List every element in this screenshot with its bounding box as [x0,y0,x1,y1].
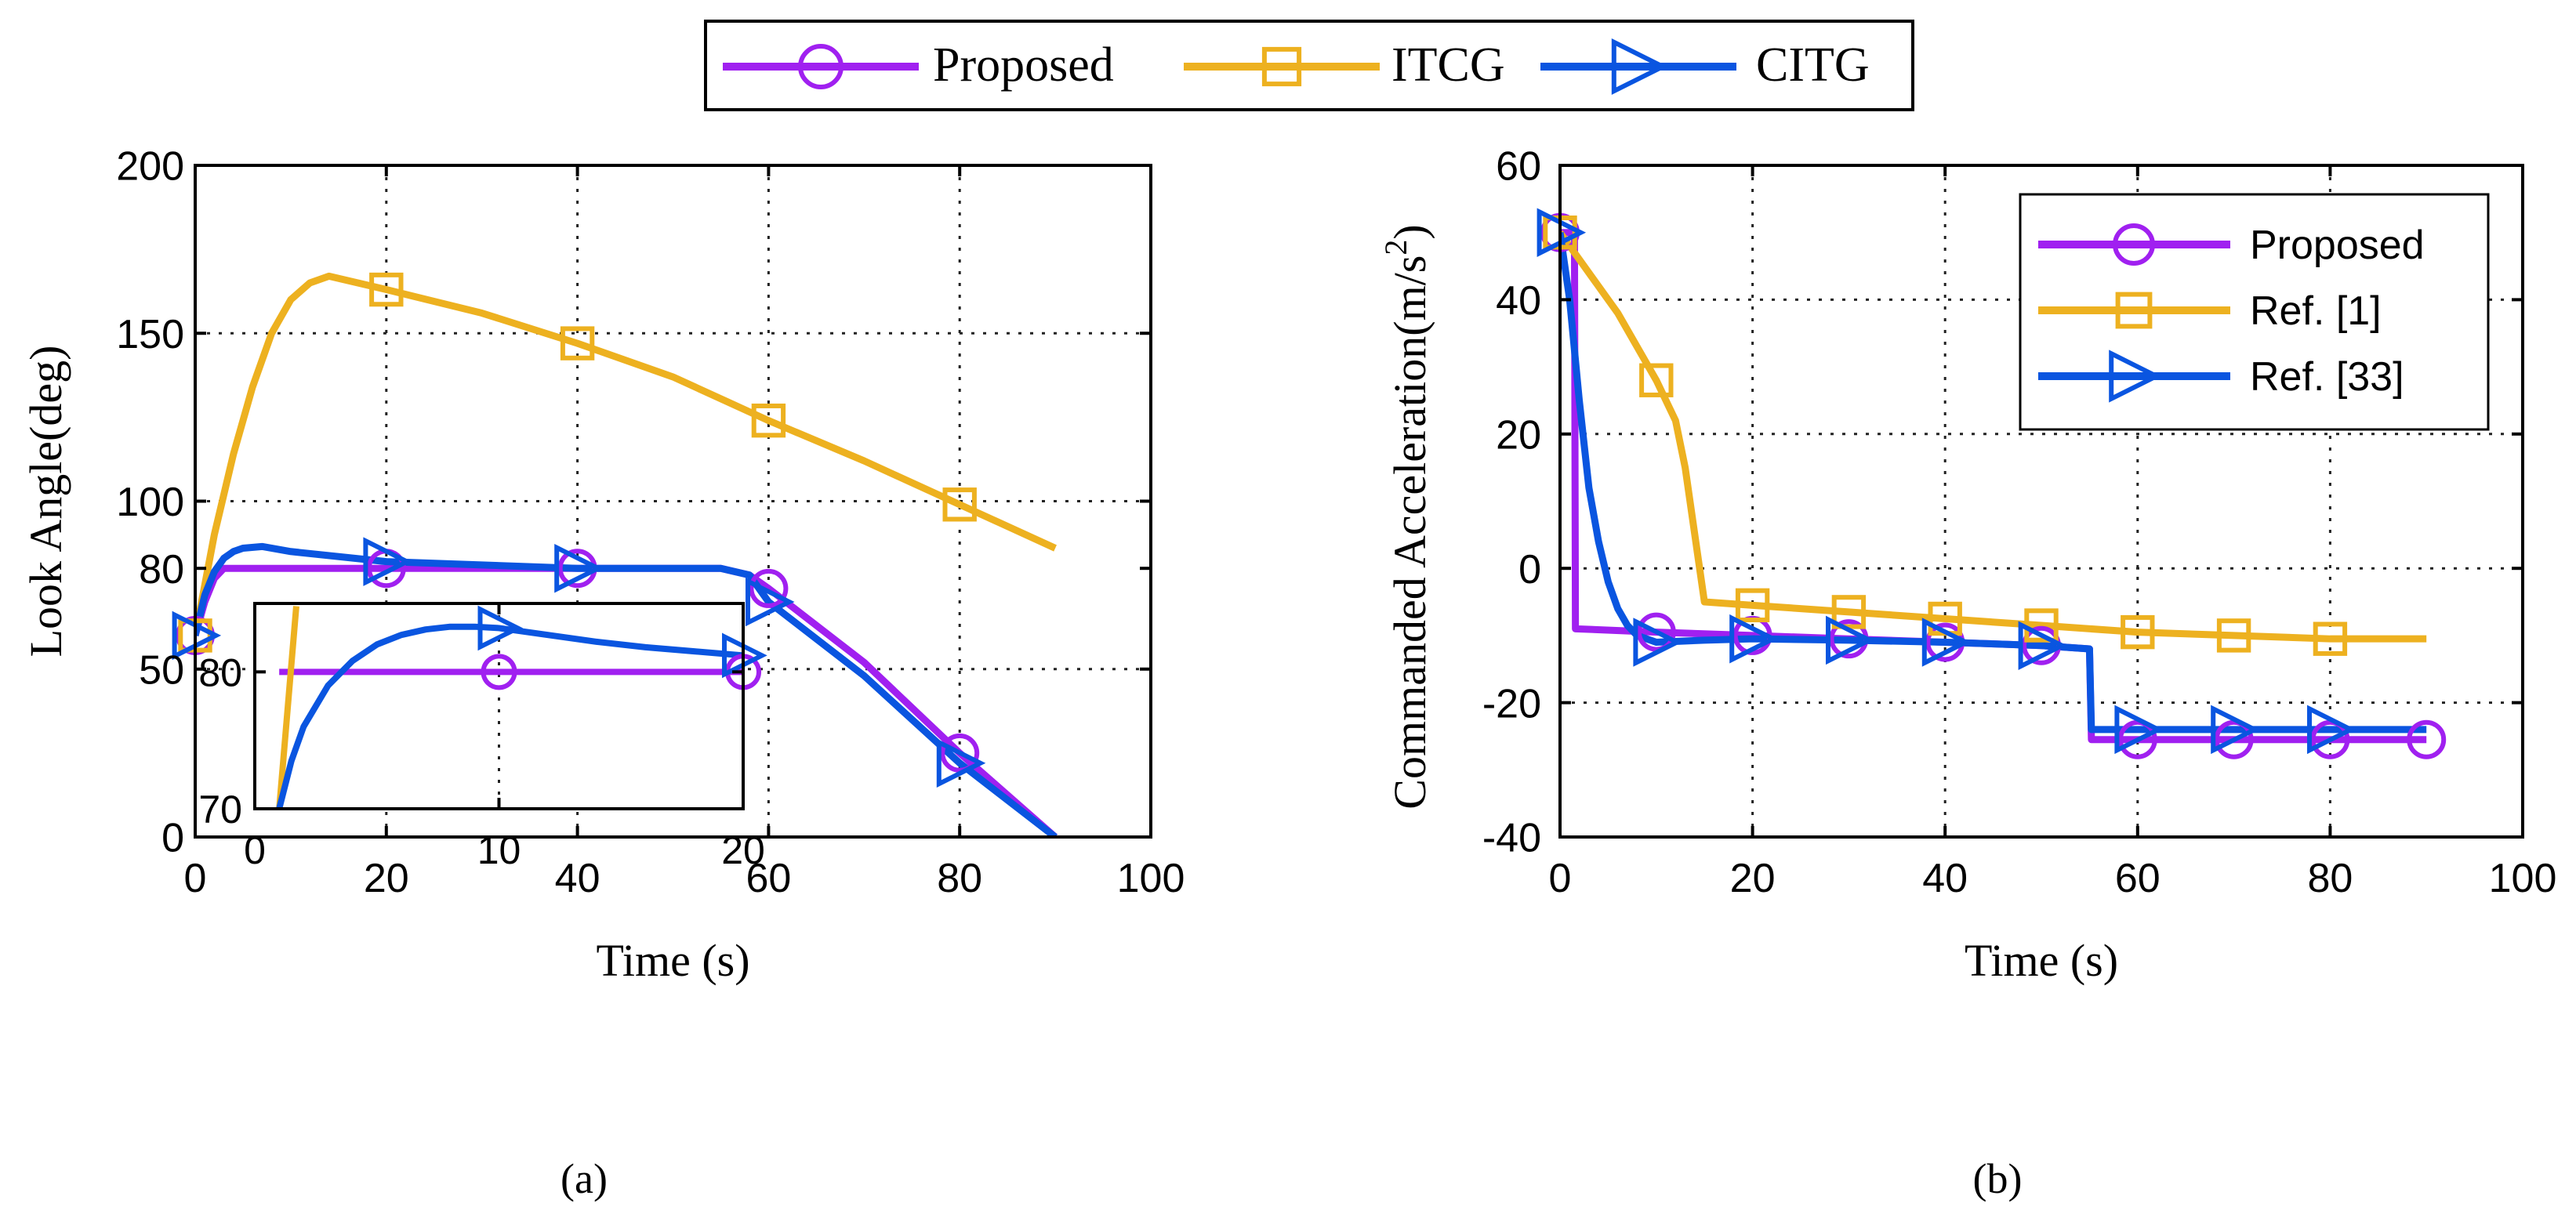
chart-b-ytick-label-5: 60 [1496,144,1541,190]
chart-a-inset-series-2-marker-0 [477,605,524,651]
top-legend: Proposed ITCG CITG [704,20,1914,111]
chart-b-series-0-marker-9 [2407,719,2447,759]
chart-a-series-2-marker-2 [554,543,604,593]
top-legend-label-2: CITG [1756,38,1870,92]
chart-a-series-1-marker-4 [942,487,977,522]
chart-b-series-2-marker-5 [2018,621,2068,671]
chart-a-xlabel: Time (s) [596,935,749,986]
chart-b-series-1-marker-7 [2216,618,2251,653]
chart-b-series-1-marker-3 [1831,595,1867,629]
chart-b-ylabel-sup: 2 [1378,240,1413,255]
chart-a-ytick-label-3: 100 [116,480,184,525]
top-legend-marker-0 [798,44,844,89]
chart-a-xtick-label-0: 0 [184,856,207,901]
chart-b-legend-label-2: Ref. [33] [2250,354,2404,400]
chart-a-inset-xtick-label-2: 20 [721,828,765,872]
chart-b-series-2-marker-8 [2307,705,2356,755]
chart-b-series-2-marker-1 [1633,618,1682,667]
chart-a-inset-series-0-marker-0 [481,654,517,690]
chart-a-ytick-label-2: 80 [139,547,184,592]
chart-b-legend-marker-0 [2113,223,2155,266]
chart-a-inset-ytick-label-0: 70 [198,788,242,832]
chart-a-series-0-line [194,564,1058,839]
chart-b-series-2-marker-4 [1921,618,1972,667]
chart-a-series-1-line [194,272,1057,636]
chart-a-xtick-label-4: 80 [937,856,982,901]
chart-b-series-1-marker-2 [1735,588,1770,623]
chart-b-ylabel-main: Commanded Acceleration(m/s [1384,255,1435,810]
chart-b-legend-label-0: Proposed [2250,223,2425,268]
chart-a-inset-xtick-label-1: 10 [477,828,521,872]
chart-b-ytick-label-1: -20 [1482,681,1541,726]
chart-a-series-2-marker-4 [936,738,986,788]
chart-a-series-2-line [194,542,1058,839]
chart-a-xtick-label-5: 100 [1117,856,1185,901]
chart-b-legend: Proposed Ref. [1] Ref. [33] [2019,193,2490,431]
chart-a-inset-plot-area [255,603,743,809]
chart-b-series-2-marker-7 [2211,705,2260,755]
top-legend-label-0: Proposed [933,38,1114,92]
chart-a-inset-series-1-line [276,606,299,810]
chart-b-legend-label-1: Ref. [1] [2250,288,2382,334]
chart-b-xtick-label-0: 0 [1549,856,1572,901]
chart-b-series-0-marker-1 [1636,612,1676,652]
chart-b-ytick-label-3: 20 [1496,413,1541,458]
chart-a-series-1-marker-1 [369,272,404,307]
chart-b-legend-marker-2 [2109,350,2162,403]
chart-a-series-0-marker-3 [749,568,789,608]
chart-b-series-2-marker-2 [1729,614,1779,664]
chart-a-ytick-label-4: 150 [116,312,184,357]
chart-a-series-1-marker-2 [560,326,595,361]
caption-b: (b) [1973,1155,2023,1202]
chart-a-xtick-label-2: 40 [555,856,600,901]
chart-b-ylabel: Commanded Acceleration(m/s2) [1378,224,1435,809]
chart-a-ylabel: Look Angle(deg) [20,346,71,658]
chart-a-series-2-marker-1 [363,537,412,586]
top-legend-marker-1 [1261,46,1302,87]
chart-b-series-1-marker-8 [2313,621,2348,656]
chart-b-series-0-marker-8 [2310,719,2350,759]
chart-a-xtick-label-1: 20 [364,856,409,901]
chart-b-series-2-marker-3 [1826,615,1875,665]
chart-a-ytick-label-5: 200 [116,144,184,190]
chart-b-xtick-label-3: 60 [2115,856,2161,901]
chart-b-xtick-label-4: 80 [2307,856,2353,901]
chart-a-series-1-marker-3 [751,403,786,438]
chart-b-xtick-label-2: 40 [1922,856,1968,901]
caption-a: (a) [561,1155,608,1202]
chart-a-inset-series-2-line [276,623,744,810]
top-legend-marker-2 [1611,38,1668,96]
chart-a-inset-xtick-label-0: 0 [244,828,266,872]
chart-b-ytick-label-2: 0 [1518,547,1541,592]
chart-b-series-1-marker-6 [2121,614,2155,650]
chart-b-commanded-acceleration: 0 20 40 60 80 100 -40 -20 0 20 40 60 Time (s) Command… [1378,144,2556,986]
chart-b-xtick-label-5: 100 [2489,856,2557,901]
chart-b-xtick-label-1: 20 [1730,856,1776,901]
chart-a-ytick-label-1: 50 [139,647,184,693]
chart-b-series-1-marker-1 [1639,363,1674,397]
chart-b-ylabel-end: ) [1384,224,1435,239]
chart-b-frame [1558,164,2524,839]
chart-b-series-0-marker-7 [2214,719,2254,759]
chart-b-series-0-marker-6 [2117,719,2157,759]
chart-b-ytick-label-0: -40 [1482,816,1541,861]
chart-b-series-2-marker-6 [2114,705,2164,755]
chart-b-ytick-label-4: 40 [1496,278,1541,324]
top-legend-label-1: ITCG [1391,38,1505,92]
chart-b-xlabel: Time (s) [1965,935,2118,986]
chart-a-inset-ytick-label-1: 80 [198,650,242,694]
chart-a-series-0-marker-4 [940,733,980,773]
chart-a-ytick-label-0: 0 [161,816,184,861]
chart-b-legend-marker-1 [2115,292,2153,329]
chart-a-inset: 0 10 20 70 80 [198,602,767,872]
chart-a-series-2-marker-3 [746,577,795,627]
chart-a-xtick-label-3: 60 [746,856,791,901]
